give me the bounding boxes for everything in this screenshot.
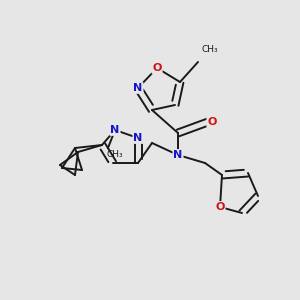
Text: CH₃: CH₃ [201, 45, 217, 54]
Text: CH₃: CH₃ [107, 150, 123, 159]
Text: O: O [215, 202, 225, 212]
Text: N: N [173, 150, 183, 160]
Text: N: N [134, 83, 142, 93]
Text: O: O [207, 117, 217, 127]
Text: N: N [134, 133, 142, 143]
Text: O: O [152, 63, 162, 73]
Text: N: N [110, 125, 120, 135]
